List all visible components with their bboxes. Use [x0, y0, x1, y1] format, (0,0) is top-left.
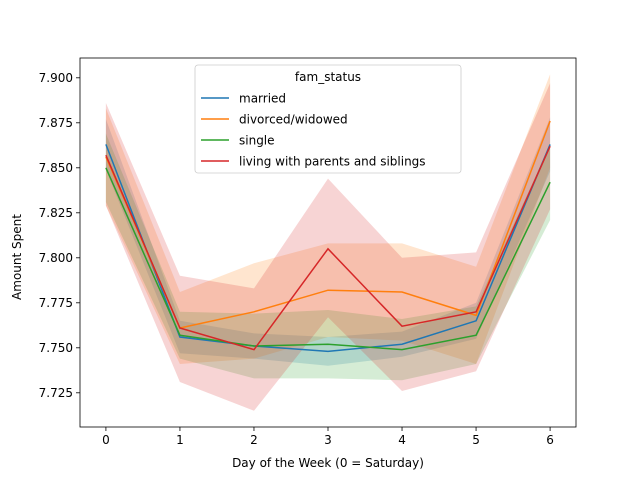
ci-band-series-1 [105, 74, 551, 364]
legend-label-series-3: living with parents and siblings [239, 154, 426, 168]
series-line-0 [105, 144, 551, 353]
legend-label-series-0: married [239, 91, 286, 105]
legend: fam_status married divorced/widowed single… [194, 64, 462, 174]
x-tick-label: 3 [324, 433, 332, 447]
x-tick-label: 1 [176, 433, 184, 447]
y-tick-label: 7.875 [39, 116, 73, 130]
series-line-2 [105, 167, 551, 351]
legend-label-series-1: divorced/widowed [239, 112, 348, 126]
y-axis-ticks: 7.725 7.750 7.775 7.800 7.825 7.850 7.875 7.900 [39, 71, 80, 400]
x-axis-ticks: 0 1 2 3 4 5 6 [102, 427, 554, 447]
y-tick-label: 7.750 [39, 341, 73, 355]
x-tick-label: 4 [398, 433, 406, 447]
y-tick-label: 7.775 [39, 296, 73, 310]
y-axis-label: Amount Spent [10, 214, 24, 300]
x-tick-label: 2 [250, 433, 258, 447]
y-tick-label: 7.850 [39, 161, 73, 175]
x-axis-label: Day of the Week (0 = Saturday) [232, 456, 424, 470]
x-tick-label: 0 [102, 433, 110, 447]
series-line-3 [105, 145, 551, 351]
x-tick-label: 5 [472, 433, 480, 447]
y-tick-label: 7.725 [39, 386, 73, 400]
y-tick-label: 7.800 [39, 251, 73, 265]
legend-entries: married divorced/widowed single living with… [201, 91, 426, 168]
legend-box [194, 64, 462, 174]
x-tick-label: 6 [546, 433, 554, 447]
y-tick-label: 7.900 [39, 71, 73, 85]
ci-band-series-3 [105, 83, 551, 411]
legend-label-series-2: single [239, 133, 275, 147]
y-tick-label: 7.825 [39, 206, 73, 220]
legend-title: fam_status [295, 70, 361, 84]
series-lines [105, 120, 551, 353]
